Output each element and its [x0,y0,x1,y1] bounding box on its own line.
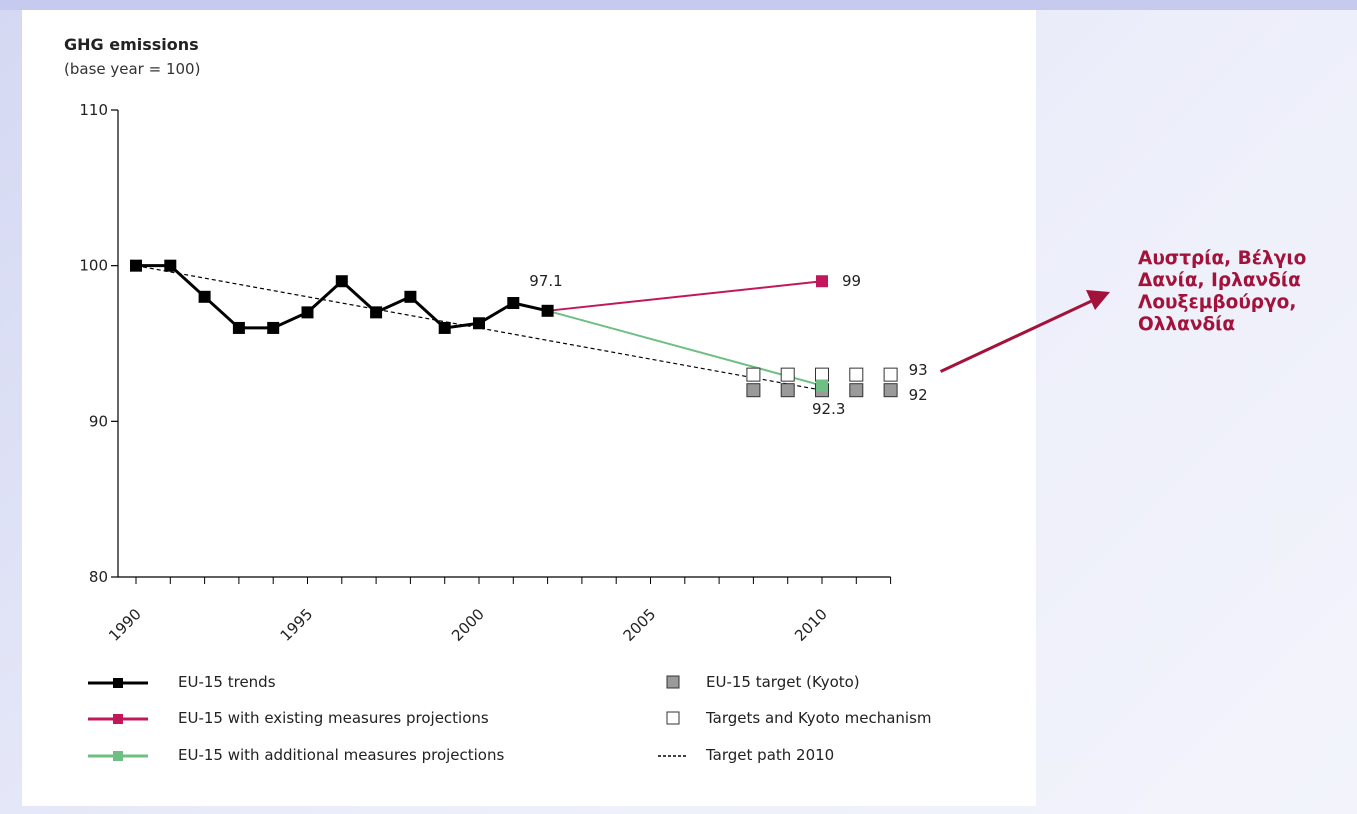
legend-symbol-trends [88,678,148,688]
callout-arrowhead [1086,290,1110,310]
target-marker [746,383,761,398]
data-point [816,379,828,392]
data-point [541,304,554,317]
chart-panel [22,10,1036,806]
y-tick-label: 80 [89,568,108,586]
legend: EU-15 trends EU-15 with existing measure… [22,660,1036,780]
country-callout: Αυστρία, Βέλγιο Δανία, Ιρλανδία Λουξεμβο… [1138,248,1357,336]
x-tick-label: 1990 [105,605,145,645]
data-point [267,321,280,334]
callout-line: Αυστρία, Βέλγιο [1138,248,1307,269]
target-marker [746,367,761,382]
target-marker [883,367,898,382]
legend-label-kyoto-target: EU-15 target (Kyoto) [706,673,860,691]
data-point [301,306,314,319]
legend-symbol-existing [88,714,148,724]
legend-symbol-target-path [658,755,688,757]
series-line [547,309,823,387]
target-marker [883,383,898,398]
data-label: 92 [909,386,928,404]
y-tick-label: 110 [79,101,108,119]
data-point [164,259,177,272]
data-point [335,275,348,288]
target-marker [780,367,795,382]
legend-label-trends: EU-15 trends [178,673,276,691]
x-tick-label: 1995 [277,605,317,645]
legend-symbol-kyoto-target [666,675,680,689]
data-point [370,306,383,319]
chart-subtitle: (base year = 100) [64,60,201,78]
legend-symbol-kyoto-mechanism [666,711,680,725]
series-line [135,265,823,391]
data-point [473,317,485,330]
data-point [232,321,245,334]
callout-arrow-line [939,296,1099,373]
target-marker [849,367,864,382]
data-label: 93 [909,361,928,379]
x-tick-label: 2005 [620,605,660,645]
legend-symbol-additional [88,751,148,761]
legend-label-kyoto-mechanism: Targets and Kyoto mechanism [706,709,932,727]
callout-line: Λουξεμβούργο, [1138,292,1297,313]
series-line [547,280,823,312]
target-marker [849,383,864,398]
target-marker [780,383,795,398]
data-point [507,297,520,310]
data-label: 92.3 [812,400,845,418]
callout-line: Ολλανδία [1138,314,1236,335]
callout-line: Δανία, Ιρλανδία [1138,270,1301,291]
legend-label-target-path: Target path 2010 [706,746,835,764]
data-point [404,290,417,303]
y-tick-label: 100 [79,257,108,275]
legend-label-existing: EU-15 with existing measures projections [178,709,489,727]
legend-label-additional: EU-15 with additional measures projectio… [178,746,505,764]
y-tick-label: 90 [89,412,108,430]
target-marker [815,367,829,382]
data-label: 99 [842,272,861,290]
series-line [136,264,548,330]
data-point [198,290,211,303]
data-point [816,275,828,288]
top-bar [0,0,1357,10]
data-point [438,321,451,334]
data-point [130,259,142,272]
x-tick-label: 2000 [448,605,488,645]
x-tick-label: 2010 [791,605,831,645]
chart-title: GHG emissions [64,35,199,54]
data-label: 97.1 [529,272,562,290]
